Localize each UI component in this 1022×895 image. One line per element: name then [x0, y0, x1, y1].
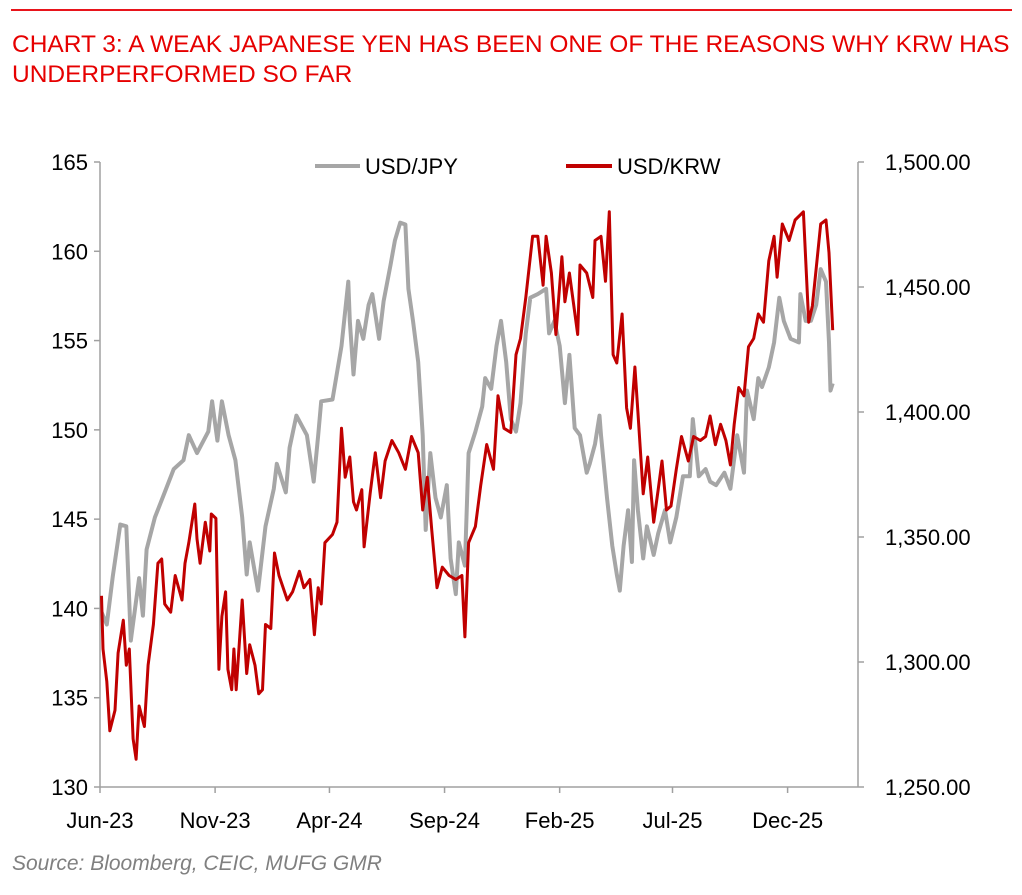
legend-usd-jpy-label: USD/JPY: [365, 154, 458, 179]
axes: 130 135 140 145 150 155 160 165 1,250.00 1,300.00…: [51, 150, 970, 833]
right-tick-label: 1,450.00: [885, 275, 971, 300]
source-note: Source: Bloomberg, CEIC, MUFG GMR: [12, 852, 382, 875]
x-tick-label: Feb-25: [525, 808, 595, 833]
x-tick-label: Apr-24: [296, 808, 362, 833]
left-tick-label: 130: [51, 775, 88, 800]
right-tick-label: 1,350.00: [885, 525, 971, 550]
legend-usd-krw-label: USD/KRW: [617, 154, 721, 179]
left-tick-label: 165: [51, 150, 88, 175]
series-line-usd-krw: [100, 210, 835, 761]
header-rule: [11, 9, 1012, 11]
x-tick-label: Sep-24: [409, 808, 480, 833]
x-tick-label: Dec-25: [752, 808, 823, 833]
x-tick-label: Nov-23: [180, 808, 251, 833]
series-line-usd-jpy: [99, 220, 835, 643]
x-tick-label: Jun-23: [66, 808, 133, 833]
series-lines: [99, 210, 835, 761]
left-tick-label: 150: [51, 418, 88, 443]
left-tick-label: 160: [51, 239, 88, 264]
right-tick-label: 1,250.00: [885, 775, 971, 800]
right-tick-label: 1,400.00: [885, 400, 971, 425]
x-tick-label: Jul-25: [643, 808, 703, 833]
legend: USD/JPY USD/KRW: [315, 154, 721, 179]
right-tick-label: 1,500.00: [885, 150, 971, 175]
left-tick-label: 145: [51, 507, 88, 532]
left-tick-label: 135: [51, 686, 88, 711]
chart-title: CHART 3: A WEAK JAPANESE YEN HAS BEEN ON…: [12, 31, 1010, 88]
left-tick-label: 155: [51, 329, 88, 354]
right-tick-label: 1,300.00: [885, 650, 971, 675]
left-tick-label: 140: [51, 596, 88, 621]
